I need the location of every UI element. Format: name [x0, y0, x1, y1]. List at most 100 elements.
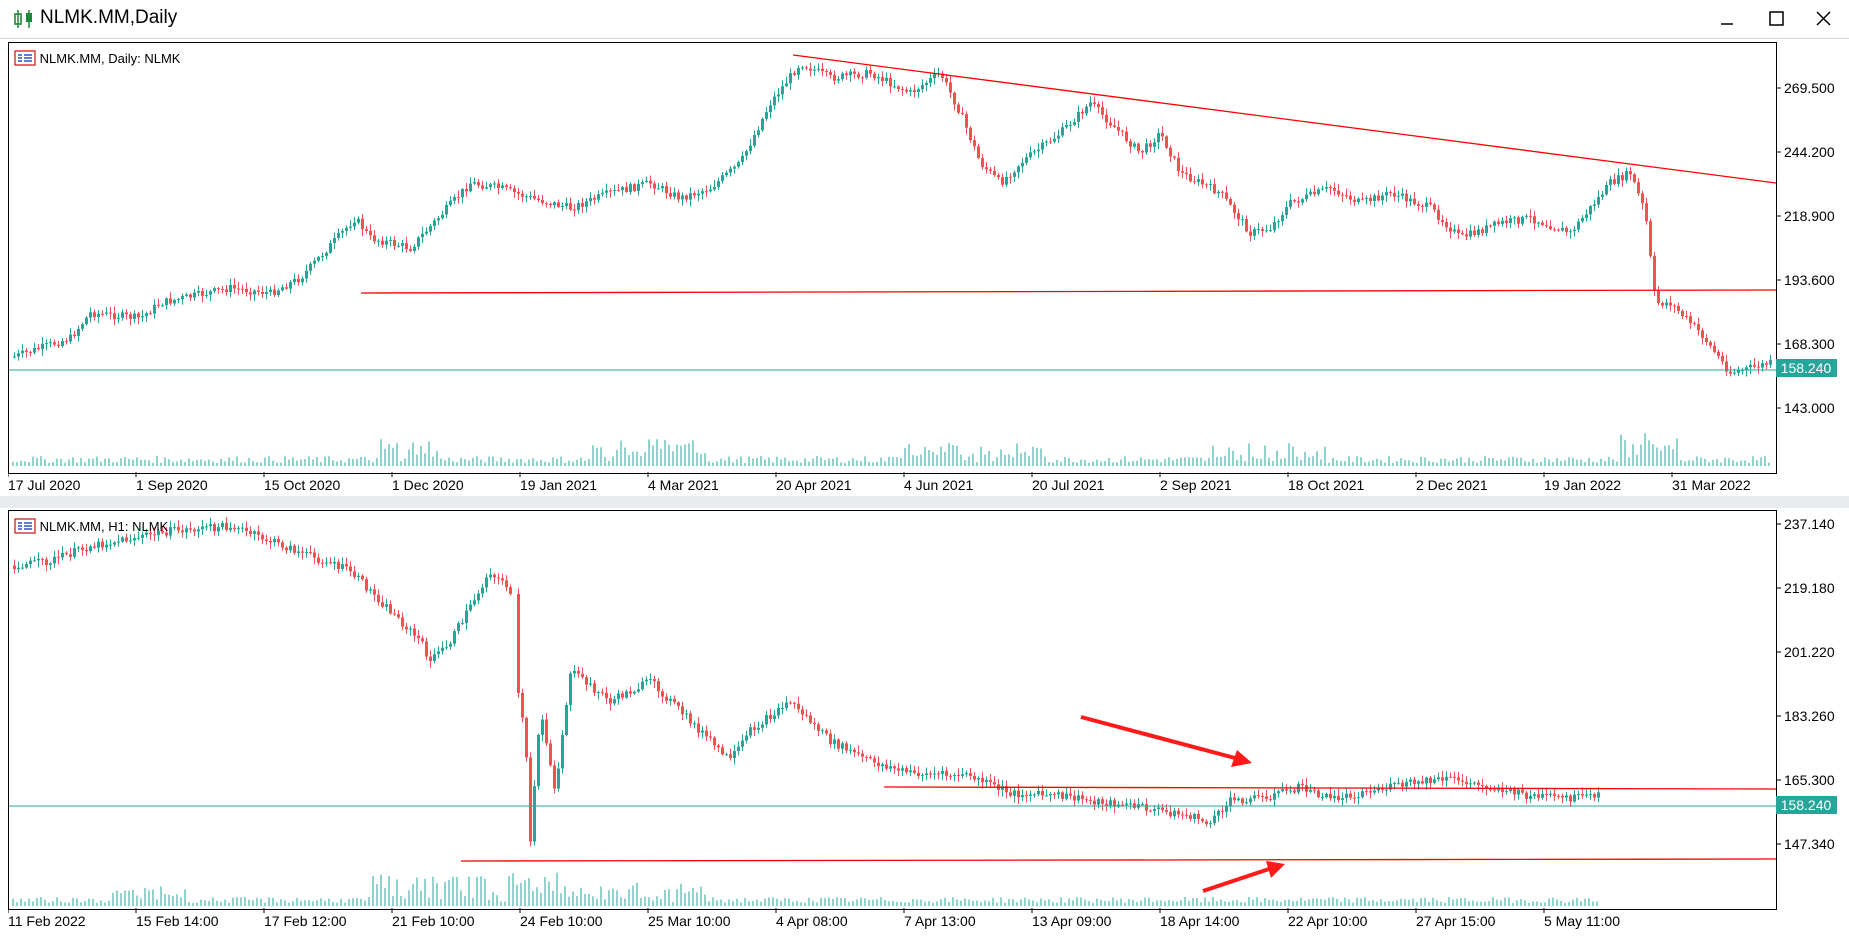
hourly-date-tick: 22 Apr 10:00 [1288, 913, 1368, 929]
hourly-candle-body [409, 628, 412, 630]
hourly-date-axis[interactable]: 11 Feb 2022 15 Feb 14:00 17 Feb 12:00 21 Fe… [8, 908, 1775, 936]
hourly-chart-canvas[interactable] [9, 511, 1777, 909]
hourly-candle-body [25, 564, 28, 568]
hourly-candle-body [1037, 790, 1040, 795]
daily-candle-body [733, 166, 736, 169]
daily-candle-body [557, 202, 560, 207]
hourly-candle-body [585, 677, 588, 685]
daily-candle-body [349, 226, 352, 228]
daily-candle-body [1597, 196, 1600, 205]
daily-candle-body [281, 287, 284, 291]
hourly-chart-pane[interactable]: NLMK.MM, H1: NLMK [8, 510, 1777, 910]
hourly-support-line[interactable] [460, 858, 1777, 862]
hourly-candle-body [61, 552, 64, 558]
daily-candle-body [613, 189, 616, 191]
hourly-candle-body [1397, 782, 1400, 784]
daily-candle-body [1413, 198, 1416, 205]
daily-candle-body [429, 226, 432, 232]
maximize-button[interactable] [1754, 0, 1800, 38]
hourly-candle-body [937, 773, 940, 775]
hourly-candle-body [1285, 789, 1288, 791]
hourly-candle-body [241, 527, 244, 529]
daily-candle-body [1721, 356, 1724, 362]
daily-candle-body [1245, 219, 1248, 232]
hourly-candle-body [1025, 795, 1028, 797]
daily-candle-body [1365, 197, 1368, 199]
daily-chart-canvas[interactable] [9, 43, 1777, 473]
hourly-candle-body [1461, 780, 1464, 782]
daily-support-line[interactable] [360, 289, 1777, 294]
daily-candle-body [1109, 122, 1112, 126]
hourly-candle-body [1293, 790, 1296, 793]
daily-date-axis[interactable]: 17 Jul 2020 1 Sep 2020 15 Oct 2020 1 Dec 20… [8, 472, 1775, 496]
hourly-candle-body [449, 643, 452, 647]
daily-candle-body [1733, 372, 1736, 374]
daily-candle-body [1177, 157, 1180, 172]
daily-candle-body [1461, 232, 1464, 235]
hourly-candle-body [1549, 793, 1552, 795]
daily-candle-body [805, 67, 808, 69]
hourly-candle-body [957, 775, 960, 777]
daily-candle-body [285, 287, 288, 289]
up-arrow-annotation[interactable] [1202, 861, 1285, 893]
hourly-candle-body [789, 702, 792, 704]
daily-candle-body [189, 294, 192, 298]
daily-candle-body [1325, 186, 1328, 189]
minimize-button[interactable] [1705, 0, 1751, 38]
hourly-candle-body [81, 547, 84, 550]
daily-candle-body [769, 105, 772, 113]
daily-candle-body [737, 162, 740, 167]
hourly-candle-body [1353, 797, 1356, 799]
daily-candle-body [1253, 229, 1256, 236]
hourly-candle-body [1541, 793, 1544, 798]
hourly-candle-body [597, 692, 600, 694]
hourly-candle-body [1565, 795, 1568, 798]
daily-candle-body [1405, 193, 1408, 202]
hourly-date-tick: 25 Mar 10:00 [648, 913, 731, 929]
hourly-candle-body [981, 777, 984, 783]
pane-separator[interactable] [0, 496, 1849, 508]
hourly-candle-body [177, 527, 180, 531]
hourly-candle-body [889, 766, 892, 769]
hourly-candle-body [953, 775, 956, 777]
hourly-candle-body [1413, 779, 1416, 784]
daily-candle-body [253, 290, 256, 295]
hourly-candle-body [1169, 811, 1172, 817]
hourly-date-tick: 24 Feb 10:00 [520, 913, 603, 929]
daily-price-tick: 143.000 [1784, 400, 1835, 416]
daily-candle-body [241, 288, 244, 290]
hourly-candle-body [1381, 788, 1384, 790]
daily-candle-body [1629, 171, 1632, 175]
daily-candle-body [469, 183, 472, 192]
daily-candle-body [1125, 131, 1128, 142]
hourly-candle-body [929, 773, 932, 775]
daily-candle-body [829, 72, 832, 75]
hourly-resistance-line[interactable] [883, 786, 1777, 790]
hourly-candle-body [437, 651, 440, 655]
daily-candle-body [1233, 204, 1236, 214]
daily-chart-pane[interactable]: NLMK.MM, Daily: NLMK [8, 42, 1777, 474]
daily-candle-body [309, 263, 312, 271]
daily-candle-body [125, 312, 128, 315]
daily-candle-body [965, 114, 968, 128]
daily-candle-body [1225, 192, 1228, 199]
hourly-candle-body [397, 614, 400, 618]
hourly-price-axis[interactable]: 237.140 219.180 201.220 183.260 165.300 147.3… [1776, 510, 1849, 910]
daily-candle-body [453, 197, 456, 201]
daily-candle-body [1469, 230, 1472, 237]
daily-price-axis[interactable]: 269.500 244.200 218.900 193.600 168.300 143.0… [1776, 42, 1849, 462]
daily-candle-body [1281, 215, 1284, 222]
hourly-candle-body [237, 528, 240, 530]
daily-candle-body [745, 151, 748, 156]
daily-candle-body [1129, 141, 1132, 147]
close-button[interactable] [1801, 0, 1847, 38]
hourly-candle-body [577, 670, 580, 674]
window-title: NLMK.MM,Daily [40, 7, 178, 28]
daily-candle-body [1009, 176, 1012, 178]
hourly-candle-body [41, 558, 44, 560]
hourly-candle-body [949, 775, 952, 777]
daily-candle-body [53, 342, 56, 345]
daily-trendline-resistance[interactable] [792, 54, 1777, 184]
hourly-candle-body [321, 562, 324, 564]
down-arrow-annotation[interactable] [1080, 715, 1252, 767]
